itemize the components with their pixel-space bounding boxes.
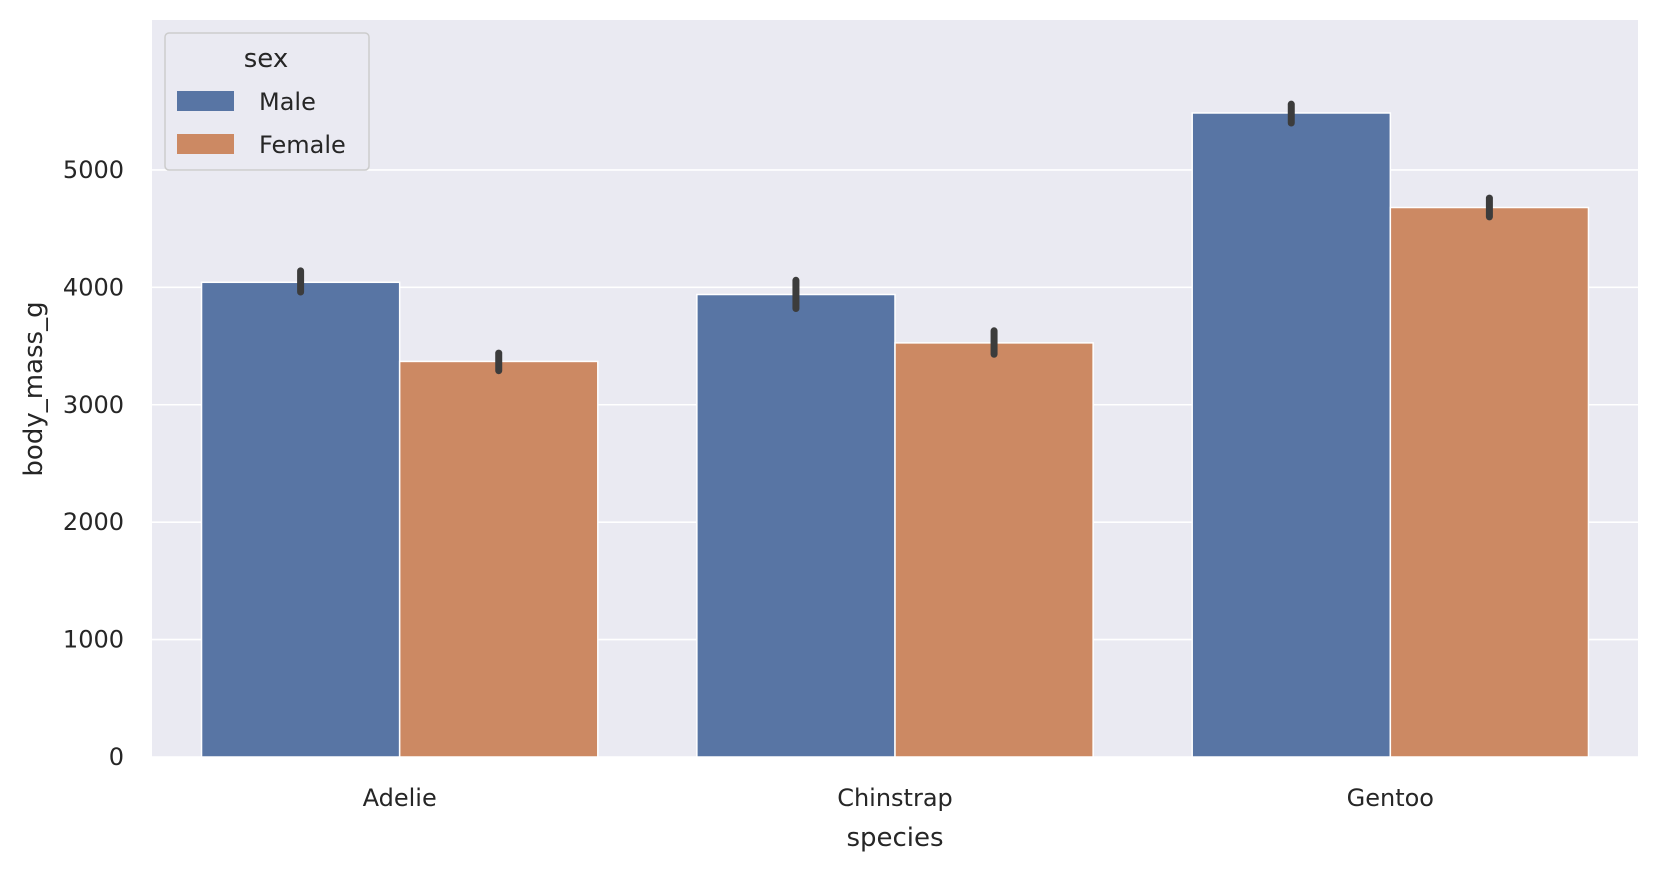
y-tick-label: 3000 (63, 391, 124, 419)
x-tick-label: Gentoo (1347, 784, 1434, 812)
y-tick-label: 4000 (63, 273, 124, 301)
y-tick-labels: 0 1000 2000 3000 4000 5000 (63, 156, 124, 771)
bar-gentoo-male (1191, 112, 1392, 758)
bar-adelie-female (398, 360, 599, 758)
bar-chinstrap-female (894, 342, 1094, 758)
error-bars (297, 100, 1493, 375)
y-tick-label: 0 (109, 743, 124, 771)
y-tick-label: 1000 (63, 626, 124, 654)
y-tick-label: 2000 (63, 508, 124, 536)
bar-adelie-male (200, 281, 401, 758)
x-axis-label: species (846, 823, 943, 853)
legend: sex Male Female (164, 32, 370, 171)
bars (200, 112, 1590, 758)
legend-swatch-male (177, 91, 234, 111)
x-tick-label: Chinstrap (837, 784, 953, 812)
legend-label-male: Male (259, 88, 316, 116)
legend-label-female: Female (259, 131, 346, 159)
bar-chinstrap-male (696, 293, 896, 758)
legend-swatch-female (177, 134, 234, 154)
x-tick-label: Adelie (363, 784, 437, 812)
y-tick-label: 5000 (63, 156, 124, 184)
y-axis-label: body_mass_g (19, 301, 49, 476)
legend-title: sex (244, 44, 288, 74)
bar-gentoo-female (1389, 206, 1590, 758)
x-tick-labels: Adelie Chinstrap Gentoo (363, 784, 1434, 812)
